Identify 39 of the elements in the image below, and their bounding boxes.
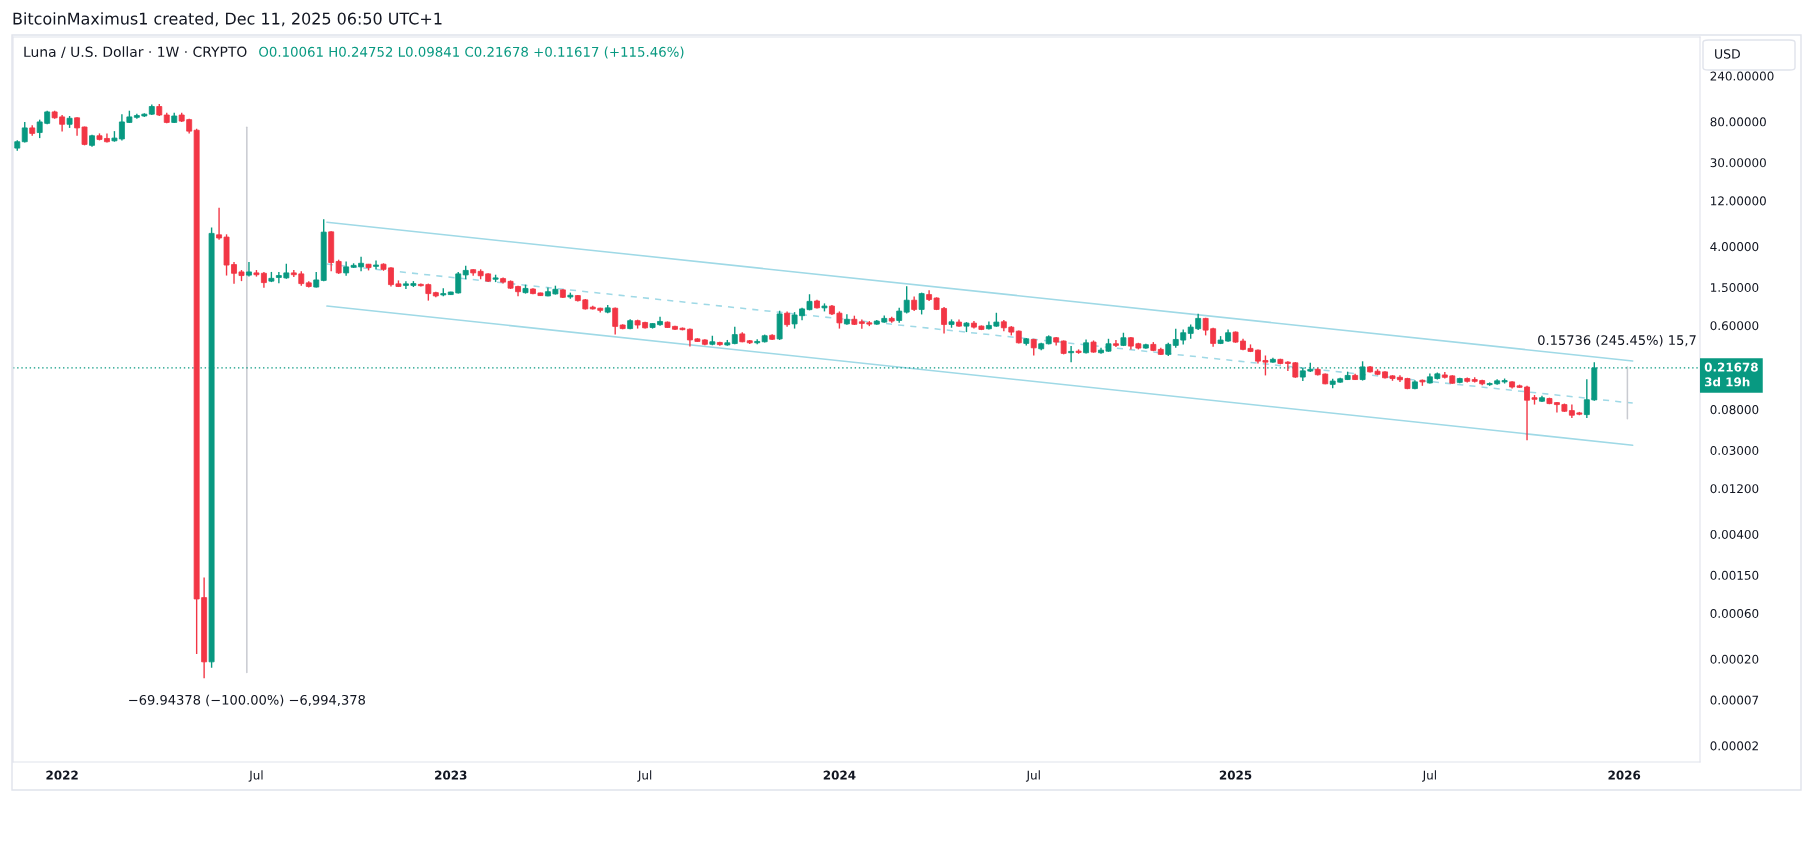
annotation: 0.15736 (245.45%) 15,7 [1538,334,1696,347]
y-tick-label: 4.00000 [1710,242,1759,252]
candlestick [21,121,28,144]
y-tick-label: 0.03000 [1710,445,1759,455]
annotation: −69.94378 (−100.00%) −6,994,378 [129,694,365,707]
y-tick-label: 0.00002 [1710,741,1758,751]
x-tick-label: 2024 [823,770,856,780]
x-tick-label: 2025 [1219,770,1252,780]
y-tick-label: 12.00000 [1711,196,1766,206]
x-tick-label: Jul [637,770,652,782]
y-tick-label: 0.01200 [1710,484,1759,494]
y-tick-label: 1.50000 [1711,282,1759,293]
y-tick-label: 0.60000 [1710,321,1759,331]
y-tick-label: 80.00000 [1710,117,1766,127]
candlestick [1068,345,1075,363]
candlestick [612,306,619,336]
y-tick-label: 0.00020 [1710,654,1759,664]
x-tick-label: Jul [1025,770,1040,782]
y-tick-label: 240.00000 [1710,71,1774,81]
y-tick-label: 0.00060 [1710,608,1759,618]
text: Luna / U.S. Dollar · 1W · CRYPTO [24,46,247,59]
y-tick-label: 0.00007 [1710,695,1759,705]
y-tick-label: 30.00000 [1710,158,1766,168]
y-tick-label: 0.00400 [1710,529,1759,539]
y-axis-title: USD [1715,49,1740,59]
x-tick-label: Jul [1422,770,1436,782]
x-tick-label: 2022 [46,770,78,780]
ref-line-label: 0.21678 3d 19h [1704,362,1758,387]
candlestick [1359,360,1366,382]
candlestick [903,285,910,315]
text: O0.10061 H0.24752 L0.09841 C0.21678 +0.11617 (+115.46%) [259,46,684,59]
x-tick-label: 2026 [1608,770,1641,780]
x-tick-label: Jul [248,770,263,782]
candlestick [373,259,379,271]
text: BitcoinMaximus1 created, Dec 11, 2025 06:50 UTC+1 [13,12,442,27]
x-tick-label: 2023 [435,770,467,780]
y-tick-label: 0.00150 [1710,570,1759,580]
candlestick [246,261,252,278]
y-tick-label: 0.08000 [1710,405,1759,415]
